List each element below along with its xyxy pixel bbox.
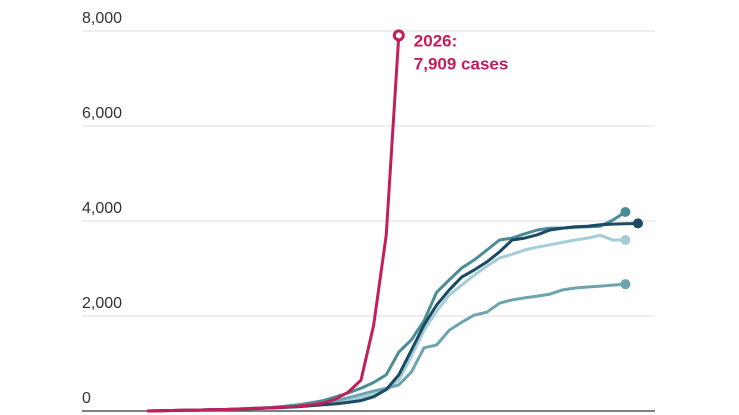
end-marker (392, 29, 405, 42)
end-marker (620, 235, 631, 245)
annotation: 7,909 cases (414, 54, 509, 73)
y-tick-label: 4,000 (82, 200, 122, 217)
end-marker (633, 218, 643, 229)
end-marker (620, 279, 631, 290)
end-marker (620, 206, 631, 217)
series-line (146, 233, 626, 413)
y-tick-label: 6,000 (82, 105, 122, 122)
y-tick-label: 2,000 (82, 295, 122, 312)
y-tick-label: 8,000 (82, 10, 122, 27)
y-tick-label: 0 (82, 390, 91, 407)
series-line (146, 221, 639, 413)
annotation: 2026: (414, 31, 457, 50)
series-line (146, 35, 401, 413)
series-line (146, 282, 626, 413)
